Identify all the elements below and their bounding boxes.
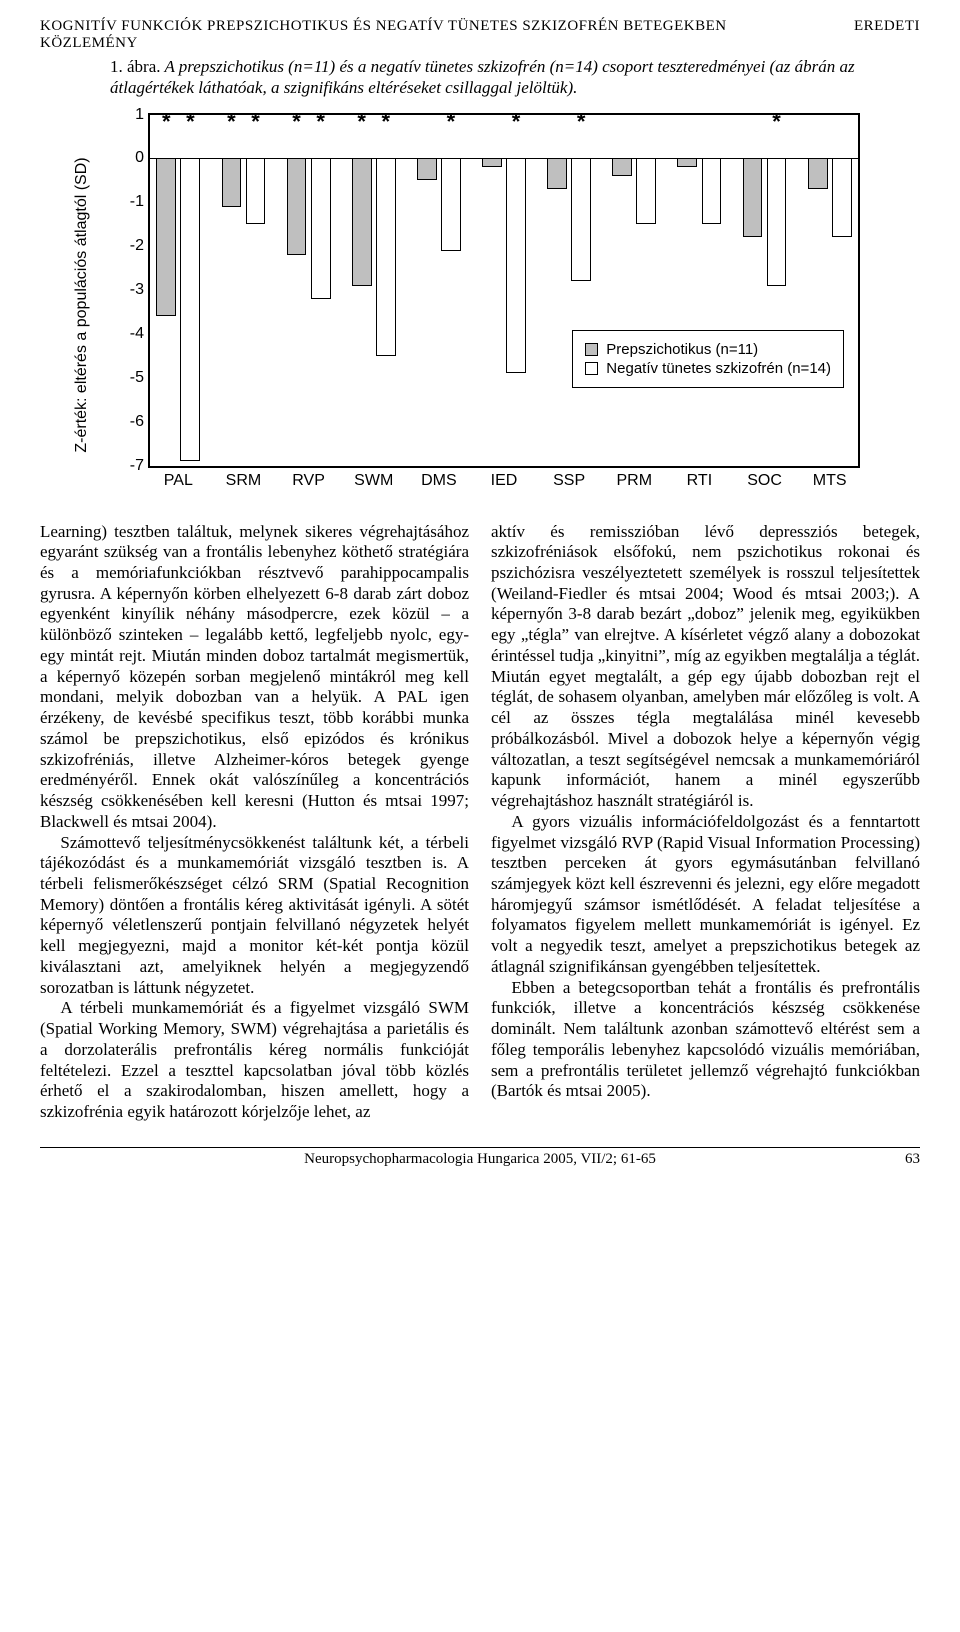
footer-page-number: 63: [880, 1151, 920, 1168]
bar-series2: [571, 158, 591, 281]
x-tick-label: IED: [491, 472, 518, 490]
bar-series2: [702, 158, 722, 224]
bar-series1: [547, 158, 567, 189]
body-p3: A térbeli munkamemóriát és a figyelmet v…: [40, 998, 469, 1122]
footer-journal: Neuropsychopharmacologia Hungarica 2005,…: [80, 1151, 880, 1168]
page-footer: Neuropsychopharmacologia Hungarica 2005,…: [40, 1147, 920, 1168]
significance-star-icon: *: [292, 111, 301, 133]
legend-label: Prepszichotikus (n=11): [606, 341, 758, 358]
bar-series1: [352, 158, 372, 285]
significance-star-icon: *: [772, 111, 781, 133]
significance-star-icon: *: [186, 111, 195, 133]
significance-star-icon: *: [227, 111, 236, 133]
significance-star-icon: *: [357, 111, 366, 133]
header-subtitle: KÖZLEMÉNY: [40, 35, 138, 51]
bar-series1: [417, 158, 437, 180]
bar-series2: [636, 158, 656, 224]
bar-series1: [808, 158, 828, 189]
bar-series2: [767, 158, 787, 285]
x-tick-label: SOC: [747, 472, 782, 490]
y-tick-label: -1: [120, 193, 144, 211]
x-tick-label: PRM: [616, 472, 652, 490]
y-tick-label: -6: [120, 413, 144, 431]
plot-area: Prepszichotikus (n=11) Negatív tünetes sz…: [148, 113, 860, 468]
x-tick-label: SSP: [553, 472, 585, 490]
x-tick-label: PAL: [164, 472, 193, 490]
x-tick-label: SRM: [226, 472, 262, 490]
bar-chart: Z-érték: eltérés a populációs átlagtól (…: [100, 113, 860, 498]
body-p6: Ebben a betegcsoportban tehát a frontáli…: [491, 978, 920, 1102]
significance-star-icon: *: [512, 111, 521, 133]
bar-series1: [677, 158, 697, 167]
y-tick-label: -3: [120, 281, 144, 299]
legend-item: Prepszichotikus (n=11): [585, 341, 831, 358]
significance-star-icon: *: [162, 111, 171, 133]
chart-legend: Prepszichotikus (n=11) Negatív tünetes sz…: [572, 330, 844, 388]
significance-star-icon: *: [381, 111, 390, 133]
bar-series2: [246, 158, 266, 224]
y-tick-label: -2: [120, 237, 144, 255]
bar-series1: [612, 158, 632, 176]
y-tick-label: -4: [120, 325, 144, 343]
bar-series1: [287, 158, 307, 255]
x-tick-label: RVP: [292, 472, 325, 490]
bar-series2: [180, 158, 200, 461]
bar-series1: [482, 158, 502, 167]
article-body: Learning) tesztben találtuk, melynek sik…: [40, 522, 920, 1123]
y-tick-label: 1: [120, 106, 144, 124]
y-axis-label: Z-érték: eltérés a populációs átlagtól (…: [73, 157, 91, 452]
x-tick-label: RTI: [687, 472, 712, 490]
body-p4: aktív és remisszióban lévő depressziós b…: [491, 522, 920, 812]
bar-series1: [222, 158, 242, 206]
y-tick-label: 0: [120, 149, 144, 167]
figure-caption-text: A prepszichotikus (n=11) és a negatív tü…: [110, 57, 855, 97]
bar-series1: [156, 158, 176, 316]
figure-number: 1. ábra.: [110, 57, 161, 76]
legend-swatch-icon: [585, 362, 598, 375]
bar-series2: [311, 158, 331, 298]
body-p5: A gyors vizuális információfeldolgozást …: [491, 812, 920, 978]
header-title: KOGNITÍV FUNKCIÓK PREPSZICHOTIKUS ÉS NEG…: [40, 18, 727, 34]
x-tick-label: MTS: [813, 472, 847, 490]
bar-series1: [743, 158, 763, 237]
significance-star-icon: *: [577, 111, 586, 133]
figure-caption: 1. ábra. A prepszichotikus (n=11) és a n…: [110, 56, 900, 99]
running-header: KOGNITÍV FUNKCIÓK PREPSZICHOTIKUS ÉS NEG…: [40, 18, 920, 52]
significance-star-icon: *: [251, 111, 260, 133]
bar-series2: [376, 158, 396, 355]
x-tick-label: SWM: [354, 472, 393, 490]
y-tick-label: -7: [120, 457, 144, 475]
significance-star-icon: *: [316, 111, 325, 133]
bar-series2: [832, 158, 852, 237]
x-tick-label: DMS: [421, 472, 457, 490]
legend-label: Negatív tünetes szkizofrén (n=14): [606, 360, 831, 377]
bar-series2: [506, 158, 526, 373]
body-p1: Learning) tesztben találtuk, melynek sik…: [40, 522, 469, 833]
header-section: EREDETI: [854, 18, 920, 34]
significance-star-icon: *: [447, 111, 456, 133]
bar-series2: [441, 158, 461, 250]
body-p2: Számottevő teljesítménycsökkenést talált…: [40, 833, 469, 999]
y-tick-label: -5: [120, 369, 144, 387]
legend-swatch-icon: [585, 343, 598, 356]
legend-item: Negatív tünetes szkizofrén (n=14): [585, 360, 831, 377]
